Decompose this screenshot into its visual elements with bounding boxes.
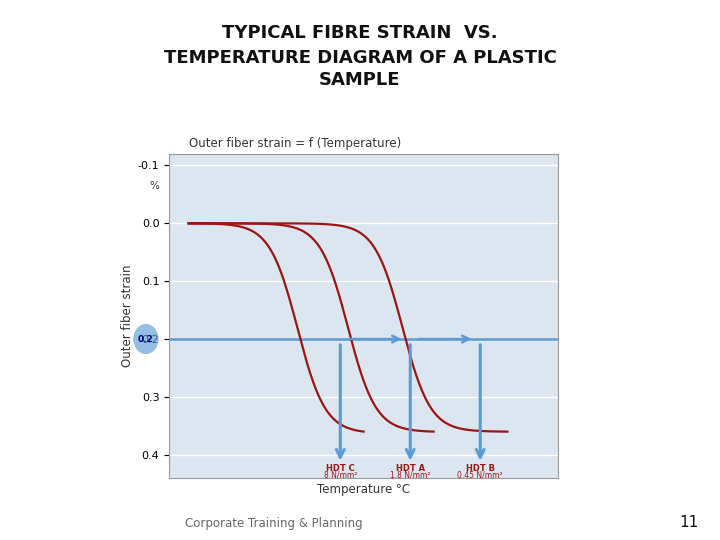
Text: 8 N/mm²: 8 N/mm² [323,471,357,480]
Text: 0.2: 0.2 [138,335,154,343]
Text: TEMPERATURE DIAGRAM OF A PLASTIC: TEMPERATURE DIAGRAM OF A PLASTIC [163,49,557,66]
Y-axis label: Outer fiber strain: Outer fiber strain [121,265,134,367]
Text: Corporate Training & Planning: Corporate Training & Planning [185,517,362,530]
Text: SAMPLE: SAMPLE [319,71,401,89]
X-axis label: Temperature °C: Temperature °C [317,483,410,496]
Text: HDT A: HDT A [396,464,425,473]
Text: TYPICAL FIBRE STRAIN  VS.: TYPICAL FIBRE STRAIN VS. [222,24,498,42]
Ellipse shape [133,324,158,354]
Text: HDT C: HDT C [326,464,355,473]
Text: %: % [150,181,160,191]
Text: 1.8 N/mm²: 1.8 N/mm² [390,471,431,480]
Text: Outer fiber strain = f (Temperature): Outer fiber strain = f (Temperature) [189,137,401,150]
Text: HDT B: HDT B [466,464,495,473]
Text: 0.45 N/mm²: 0.45 N/mm² [457,471,503,480]
Text: 11: 11 [679,515,698,530]
